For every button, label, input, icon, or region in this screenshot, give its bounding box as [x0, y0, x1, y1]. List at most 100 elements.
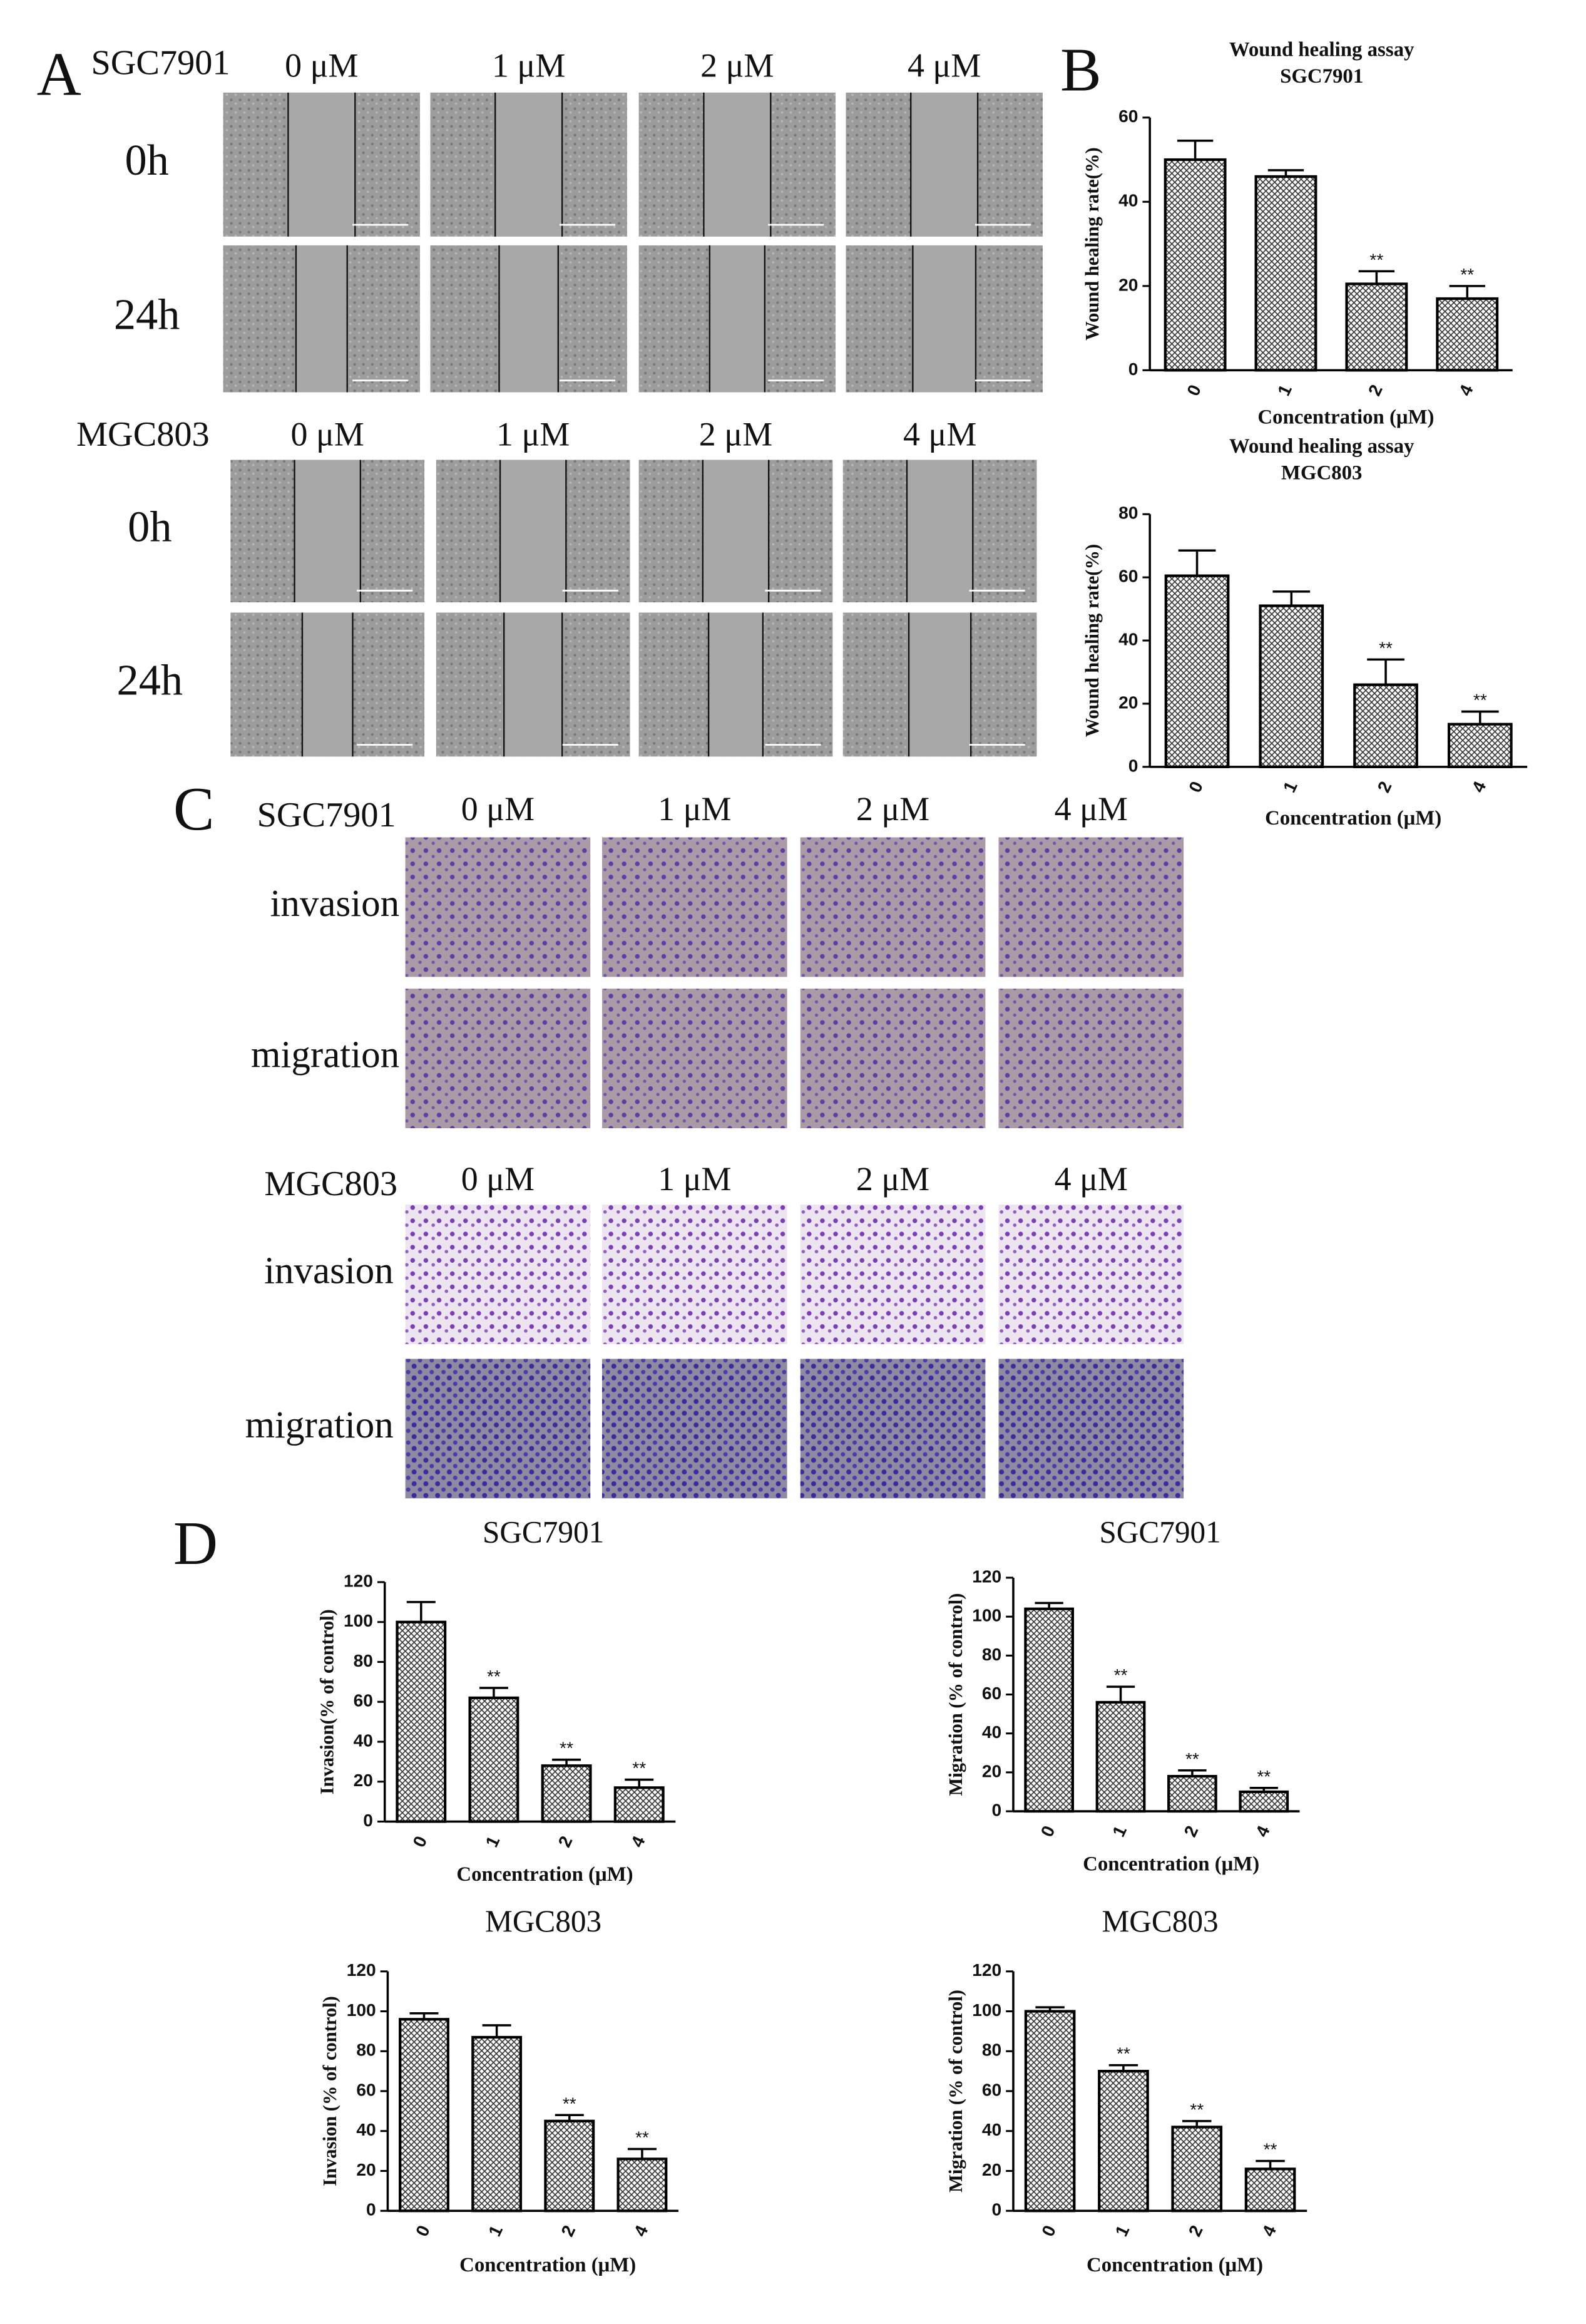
micrograph — [800, 1359, 986, 1499]
chart-title: Wound healing assay — [1229, 435, 1415, 458]
x-tick-label: 4 — [1455, 381, 1477, 399]
concentration-label: 1 μM — [492, 47, 565, 85]
micrograph — [998, 837, 1184, 977]
chart-title: Wound healing assay — [1229, 39, 1415, 61]
x-tick-label: 2 — [1374, 778, 1396, 795]
micrograph — [800, 837, 986, 977]
error-bar — [1461, 710, 1499, 724]
x-tick-label: 1 — [484, 2223, 506, 2239]
significance: ** — [1264, 2140, 1277, 2159]
wound-gap — [302, 612, 353, 757]
y-tick-label: 60 — [982, 1684, 1001, 1703]
row-label: invasion — [270, 883, 399, 925]
bar — [544, 2119, 595, 2213]
x-tick-label: 4 — [1258, 2222, 1280, 2239]
x-tick-label: 2 — [1364, 382, 1386, 399]
concentration-label: 4 μM — [908, 47, 981, 85]
wound-gap — [913, 245, 976, 393]
x-tick-label: 0 — [1037, 1823, 1059, 1839]
significance: ** — [1114, 1665, 1128, 1685]
y-tick-label: 0 — [992, 2200, 1002, 2219]
x-tick-label: 2 — [558, 2223, 580, 2239]
micrograph — [405, 1359, 591, 1499]
panel-label: D — [173, 1509, 218, 1578]
error-bar — [409, 2012, 439, 2020]
wound-gap — [500, 460, 566, 603]
micrograph — [405, 1205, 591, 1344]
x-tick-label: 1 — [1108, 1823, 1130, 1839]
y-tick-label: 100 — [344, 1611, 373, 1630]
chart-title: SGC7901 — [1099, 1514, 1220, 1549]
micrograph — [800, 989, 986, 1129]
bar — [613, 1786, 665, 1823]
significance: ** — [487, 1667, 501, 1686]
wound-gap — [294, 460, 361, 603]
significance: ** — [1257, 1767, 1271, 1786]
y-tick-label: 20 — [354, 1771, 373, 1790]
concentration-label: 1 μM — [496, 416, 570, 453]
wound-gap — [906, 460, 973, 603]
significance: ** — [1460, 265, 1474, 284]
wound-gap — [709, 245, 765, 393]
bar — [1167, 1774, 1217, 1813]
wound-gap — [909, 612, 971, 757]
concentration-label: 1 μM — [658, 1160, 731, 1198]
concentration-label: 4 μM — [1055, 1160, 1128, 1198]
error-bar — [479, 1687, 508, 1698]
x-tick-label: 0 — [1038, 2223, 1060, 2239]
bar — [616, 2157, 668, 2213]
bar — [541, 1764, 592, 1823]
micrograph — [601, 837, 787, 977]
significance: ** — [1185, 1749, 1199, 1769]
y-tick-label: 80 — [982, 2040, 1001, 2060]
y-tick-label: 100 — [972, 2000, 1001, 2020]
x-tick-label: 1 — [1112, 2223, 1133, 2239]
panel-label: C — [173, 775, 215, 843]
concentration-label: 2 μM — [699, 416, 772, 453]
wound-gap — [702, 460, 769, 603]
x-tick-label: 2 — [1180, 1823, 1202, 1839]
significance: ** — [560, 1739, 573, 1758]
y-tick-label: 0 — [366, 2200, 376, 2219]
y-tick-label: 100 — [347, 2000, 376, 2020]
wound-gap — [703, 92, 771, 237]
concentration-label: 2 μM — [700, 47, 774, 85]
significance: ** — [563, 2094, 576, 2113]
error-bar — [1178, 1769, 1207, 1777]
wound-gap — [504, 612, 563, 757]
micrograph — [405, 837, 591, 977]
wound-gap — [295, 245, 347, 393]
x-axis-label: Concentration (μM) — [459, 2254, 636, 2276]
bar — [1095, 1700, 1146, 1813]
x-axis-label: Concentration (μM) — [1083, 1853, 1259, 1875]
y-tick-label: 0 — [992, 1801, 1002, 1820]
y-tick-label: 80 — [354, 1651, 373, 1670]
micrograph — [601, 989, 787, 1129]
error-bar — [1267, 169, 1304, 177]
row-label: migration — [251, 1034, 399, 1076]
y-tick-label: 40 — [354, 1730, 373, 1750]
micrograph — [601, 1205, 787, 1344]
significance: ** — [632, 1759, 646, 1778]
bar — [1436, 297, 1499, 372]
row-label: 24h — [114, 290, 180, 339]
x-axis-label: Concentration (μM) — [1087, 2254, 1263, 2276]
y-tick-label: 80 — [982, 1645, 1001, 1664]
row-label: 0h — [128, 502, 171, 551]
error-bar — [1106, 1685, 1135, 1702]
x-tick-label: 1 — [482, 1833, 504, 1850]
x-tick-label: 0 — [1185, 778, 1207, 795]
error-bar — [625, 1778, 654, 1788]
y-tick-label: 20 — [982, 1761, 1001, 1781]
significance: ** — [1473, 691, 1487, 710]
cell-line-label: MGC803 — [264, 1165, 397, 1203]
concentration-label: 0 μM — [291, 416, 364, 453]
row-label: 24h — [117, 656, 183, 705]
x-axis-label: Concentration (μM) — [1265, 807, 1441, 830]
error-bar — [555, 2114, 584, 2121]
bar — [1259, 604, 1324, 768]
bar — [1164, 158, 1227, 372]
error-bar — [1035, 2006, 1065, 2012]
row-label: migration — [245, 1404, 394, 1446]
